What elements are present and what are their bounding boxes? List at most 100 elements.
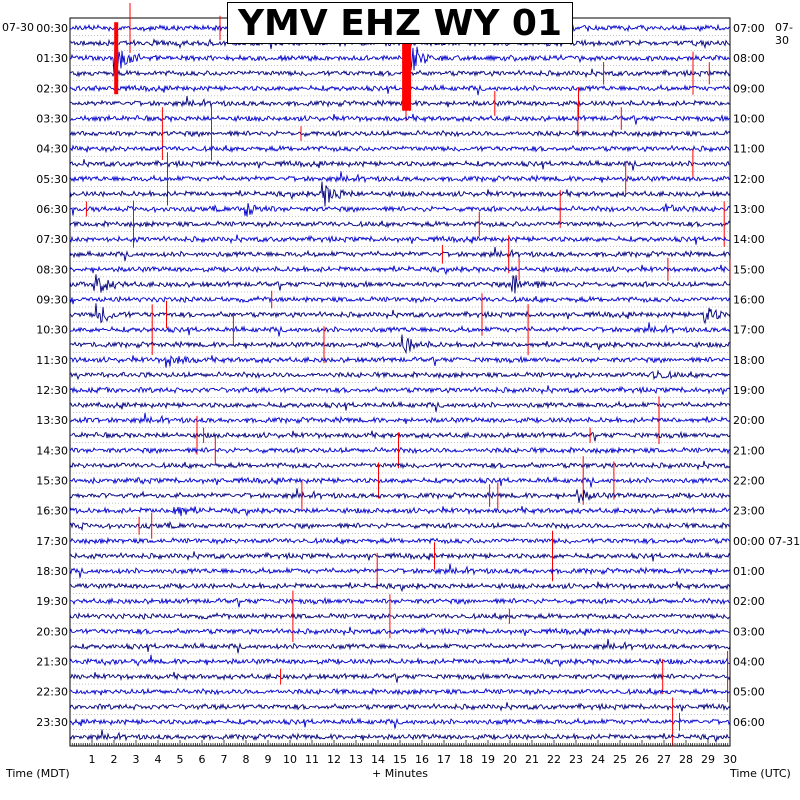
x-tick-label: 9 xyxy=(265,753,272,766)
trace-line xyxy=(69,536,731,546)
right-tick-label: 08:00 xyxy=(733,52,765,65)
right-tick-label: 12:00 xyxy=(733,173,765,186)
right-tick-label: 06:00 xyxy=(733,716,765,729)
trace-line xyxy=(69,551,731,562)
trace-line xyxy=(69,96,731,109)
right-tick-label: 22:00 xyxy=(733,475,765,488)
right-tick-label: 17:00 xyxy=(733,324,765,337)
left-tick-label: 23:30 xyxy=(36,716,68,729)
clipped-event-bar xyxy=(114,22,119,95)
right-tick-label: 10:00 xyxy=(733,113,765,126)
left-tick-label: 04:30 xyxy=(36,143,68,156)
x-tick-label: 11 xyxy=(305,753,319,766)
left-tick-label: 01:30 xyxy=(36,52,68,65)
trace-line xyxy=(69,219,731,229)
left-tick-label: 15:30 xyxy=(36,475,68,488)
trace-line xyxy=(69,596,731,608)
x-tick-label: 4 xyxy=(155,753,162,766)
x-axis-ticks: 1 2 3 4 5 6 7 8 9 10 11 12 13 14 15 16 17 18 19 20 21 22 23 24 2… xyxy=(69,740,737,766)
left-tick-label: 20:30 xyxy=(36,625,68,638)
left-tick-label: 19:30 xyxy=(36,595,68,608)
trace-line xyxy=(69,639,731,654)
trace-line xyxy=(69,246,731,262)
left-tick-label: 06:30 xyxy=(36,203,68,216)
trace-line xyxy=(69,717,731,729)
right-axis-label: Time (UTC) xyxy=(730,767,791,780)
right-axis-ticks: 07:00 08:00 09:00 10:00 11:00 12:00 13:00 14:00… xyxy=(733,22,800,729)
left-tick-label: 13:30 xyxy=(36,414,68,427)
trace-line xyxy=(69,520,731,532)
right-tick-label: 16:00 xyxy=(733,294,765,307)
trace-line xyxy=(69,626,731,637)
trace-line xyxy=(69,563,731,578)
x-tick-label: 1 xyxy=(89,753,96,766)
trace-line xyxy=(69,354,731,368)
right-tick-label: 09:00 xyxy=(733,82,765,95)
left-tick-label: 07:30 xyxy=(36,233,68,246)
x-axis-label: + Minutes xyxy=(372,767,429,780)
right-tick-label: 07:00 xyxy=(733,22,765,35)
left-date-label: 07-30 xyxy=(2,21,34,34)
right-tick-label: 21:00 xyxy=(733,444,765,457)
trace-line xyxy=(69,39,731,75)
trace-line xyxy=(69,144,731,154)
right-tick-label: 20:00 xyxy=(733,414,765,427)
trace-line xyxy=(69,654,731,668)
x-tick-label: 28 xyxy=(679,753,693,766)
left-tick-label: 02:30 xyxy=(36,82,68,95)
trace-line xyxy=(69,322,731,337)
trace-line xyxy=(69,181,731,207)
trace-line xyxy=(69,129,731,138)
trace-line xyxy=(69,234,731,245)
trace-line xyxy=(69,369,731,381)
right-tick-label: 04:00 xyxy=(733,656,765,669)
x-tick-label: 20 xyxy=(503,753,517,766)
left-tick-label: 11:30 xyxy=(36,354,68,367)
left-tick-label: 08:30 xyxy=(36,263,68,276)
x-tick-label: 30 xyxy=(723,753,737,766)
right-date-label: 07-30 xyxy=(775,21,793,47)
grid-lines xyxy=(70,35,730,745)
trace-line xyxy=(69,702,731,712)
clipped-event-bar xyxy=(402,5,412,111)
right-tick-label: 14:00 xyxy=(733,233,765,246)
x-tick-label: 13 xyxy=(349,753,363,766)
x-tick-label: 2 xyxy=(111,753,118,766)
x-tick-label: 19 xyxy=(481,753,495,766)
left-tick-label: 09:30 xyxy=(36,294,68,307)
right-tick-label: 02:00 xyxy=(733,595,765,608)
left-tick-label: 22:30 xyxy=(36,686,68,699)
x-tick-label: 3 xyxy=(133,753,140,766)
x-tick-label: 24 xyxy=(591,753,605,766)
left-tick-label: 17:30 xyxy=(36,535,68,548)
trace-line xyxy=(69,611,731,621)
x-tick-label: 23 xyxy=(569,753,583,766)
trace-line xyxy=(69,476,731,488)
x-tick-label: 29 xyxy=(701,753,715,766)
plot-frame xyxy=(69,17,731,747)
x-tick-label: 17 xyxy=(437,753,451,766)
x-tick-label: 15 xyxy=(393,753,407,766)
trace-line xyxy=(69,488,731,503)
trace-line xyxy=(69,113,731,125)
trace-line xyxy=(69,83,731,96)
left-tick-label: 10:30 xyxy=(36,324,68,337)
trace-line xyxy=(69,400,731,412)
trace-line xyxy=(69,68,731,79)
trace-line xyxy=(69,295,731,305)
x-tick-label: 8 xyxy=(243,753,250,766)
x-tick-label: 5 xyxy=(177,753,184,766)
left-tick-label: 16:30 xyxy=(36,505,68,518)
trace-line xyxy=(69,385,731,396)
left-tick-label: 18:30 xyxy=(36,565,68,578)
trace-line xyxy=(69,446,731,455)
trace-line xyxy=(69,687,731,697)
right-tick-label: 11:00 xyxy=(733,143,765,156)
left-tick-label: 00:30 xyxy=(36,22,68,35)
right-tick-label: 19:00 xyxy=(733,384,765,397)
right-tick-label: 03:00 xyxy=(733,625,765,638)
right-tick-label: 23:00 xyxy=(733,505,765,518)
trace-line xyxy=(69,159,730,171)
trace-line xyxy=(69,274,731,294)
trace-line xyxy=(69,171,731,184)
